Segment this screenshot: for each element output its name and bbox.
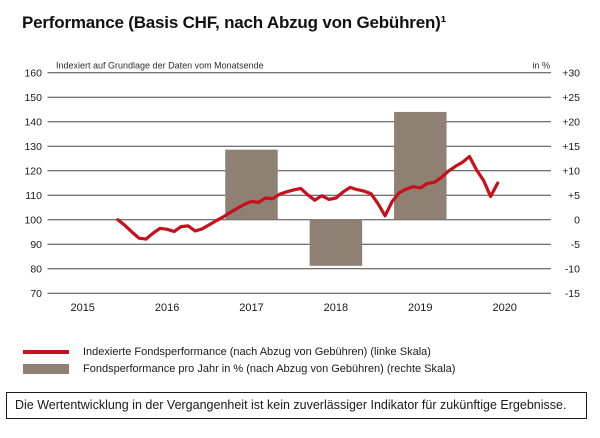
left-axis-label: 140: [24, 116, 42, 128]
bar-2018: [309, 219, 363, 266]
right-axis-label: +10: [562, 165, 580, 177]
legend-item-bar: Fondsperformance pro Jahr in % (nach Abz…: [23, 361, 455, 379]
bar-series-swatch: [23, 364, 69, 375]
right-axis-label: +20: [562, 116, 580, 128]
left-axis-label: 160: [24, 67, 42, 79]
bar-2019: [394, 111, 447, 220]
right-axis-label: +5: [568, 190, 580, 202]
bar-2017: [225, 149, 278, 220]
page-title: Performance (Basis CHF, nach Abzug von G…: [22, 13, 447, 32]
line-series-swatch: [23, 350, 69, 354]
legend-label-line: Indexierte Fondsperformance (nach Abzug …: [83, 345, 431, 358]
right-axis-label: 0: [574, 214, 580, 226]
left-axis-label: 90: [30, 239, 42, 251]
right-axis-label: +25: [562, 92, 580, 104]
right-axis-label: -10: [565, 263, 580, 275]
disclaimer-box: Die Wertentwicklung in der Vergangenheit…: [6, 392, 587, 419]
legend-item-line: Indexierte Fondsperformance (nach Abzug …: [23, 343, 455, 361]
left-axis-label: 100: [24, 214, 42, 226]
x-axis-year-label: 2017: [239, 302, 263, 314]
right-axis-note: in %: [532, 61, 550, 71]
right-axis-label: -5: [571, 239, 580, 251]
x-axis-year-label: 2020: [492, 302, 516, 314]
left-axis-label: 70: [30, 288, 42, 300]
right-axis-label: +30: [562, 67, 580, 79]
x-axis-year-label: 2018: [324, 302, 348, 314]
x-axis-year-label: 2016: [155, 302, 179, 314]
right-axis-label: -15: [565, 288, 580, 300]
left-axis-note: Indexiert auf Grundlage der Daten vom Mo…: [56, 61, 264, 71]
x-axis-year-label: 2019: [408, 302, 432, 314]
left-axis-label: 120: [24, 165, 42, 177]
right-axis-label: +15: [562, 141, 580, 153]
left-axis-label: 130: [24, 141, 42, 153]
performance-chart: 160 +30 150 +25 140 +20 130 +15 120 +10 110 +5 100 0 9…: [24, 61, 580, 315]
legend: Indexierte Fondsperformance (nach Abzug …: [23, 343, 455, 378]
left-axis-label: 80: [30, 263, 42, 275]
left-axis-label: 150: [24, 92, 42, 104]
x-axis-year-label: 2015: [70, 302, 94, 314]
performance-line: [116, 154, 500, 241]
disclaimer-text: Die Wertentwicklung in der Vergangenheit…: [15, 398, 567, 412]
legend-label-bar: Fondsperformance pro Jahr in % (nach Abz…: [83, 363, 456, 376]
left-axis-label: 110: [25, 190, 42, 202]
